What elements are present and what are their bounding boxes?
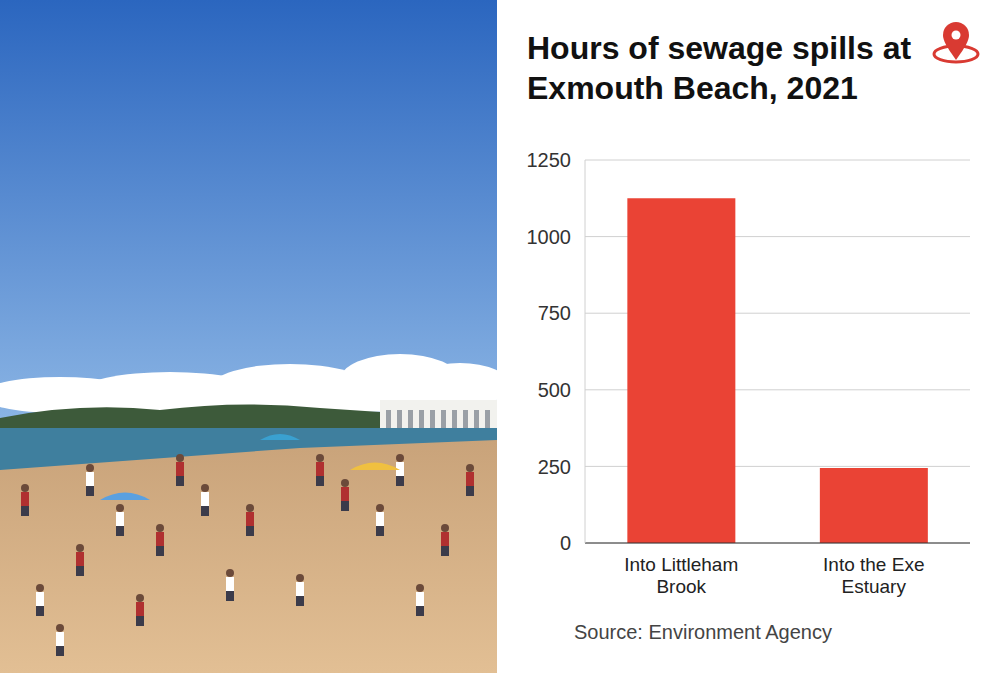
svg-text:500: 500: [538, 379, 571, 401]
svg-text:1000: 1000: [527, 226, 572, 248]
html-text:Source: Environment Agency: Source: Environment Agency: [574, 621, 832, 643]
svg-text:750: 750: [538, 302, 571, 324]
svg-text:Into LittlehamBrook: Into LittlehamBrook: [624, 554, 738, 597]
svg-text:Into the ExeEstuary: Into the ExeEstuary: [823, 554, 924, 597]
svg-text:0: 0: [560, 532, 571, 554]
svg-text:1250: 1250: [527, 149, 572, 171]
html-text:Hours of sewage spills at Exmo: Hours of sewage spills at Exmouth Beach,…: [527, 30, 912, 106]
svg-text:250: 250: [538, 456, 571, 478]
